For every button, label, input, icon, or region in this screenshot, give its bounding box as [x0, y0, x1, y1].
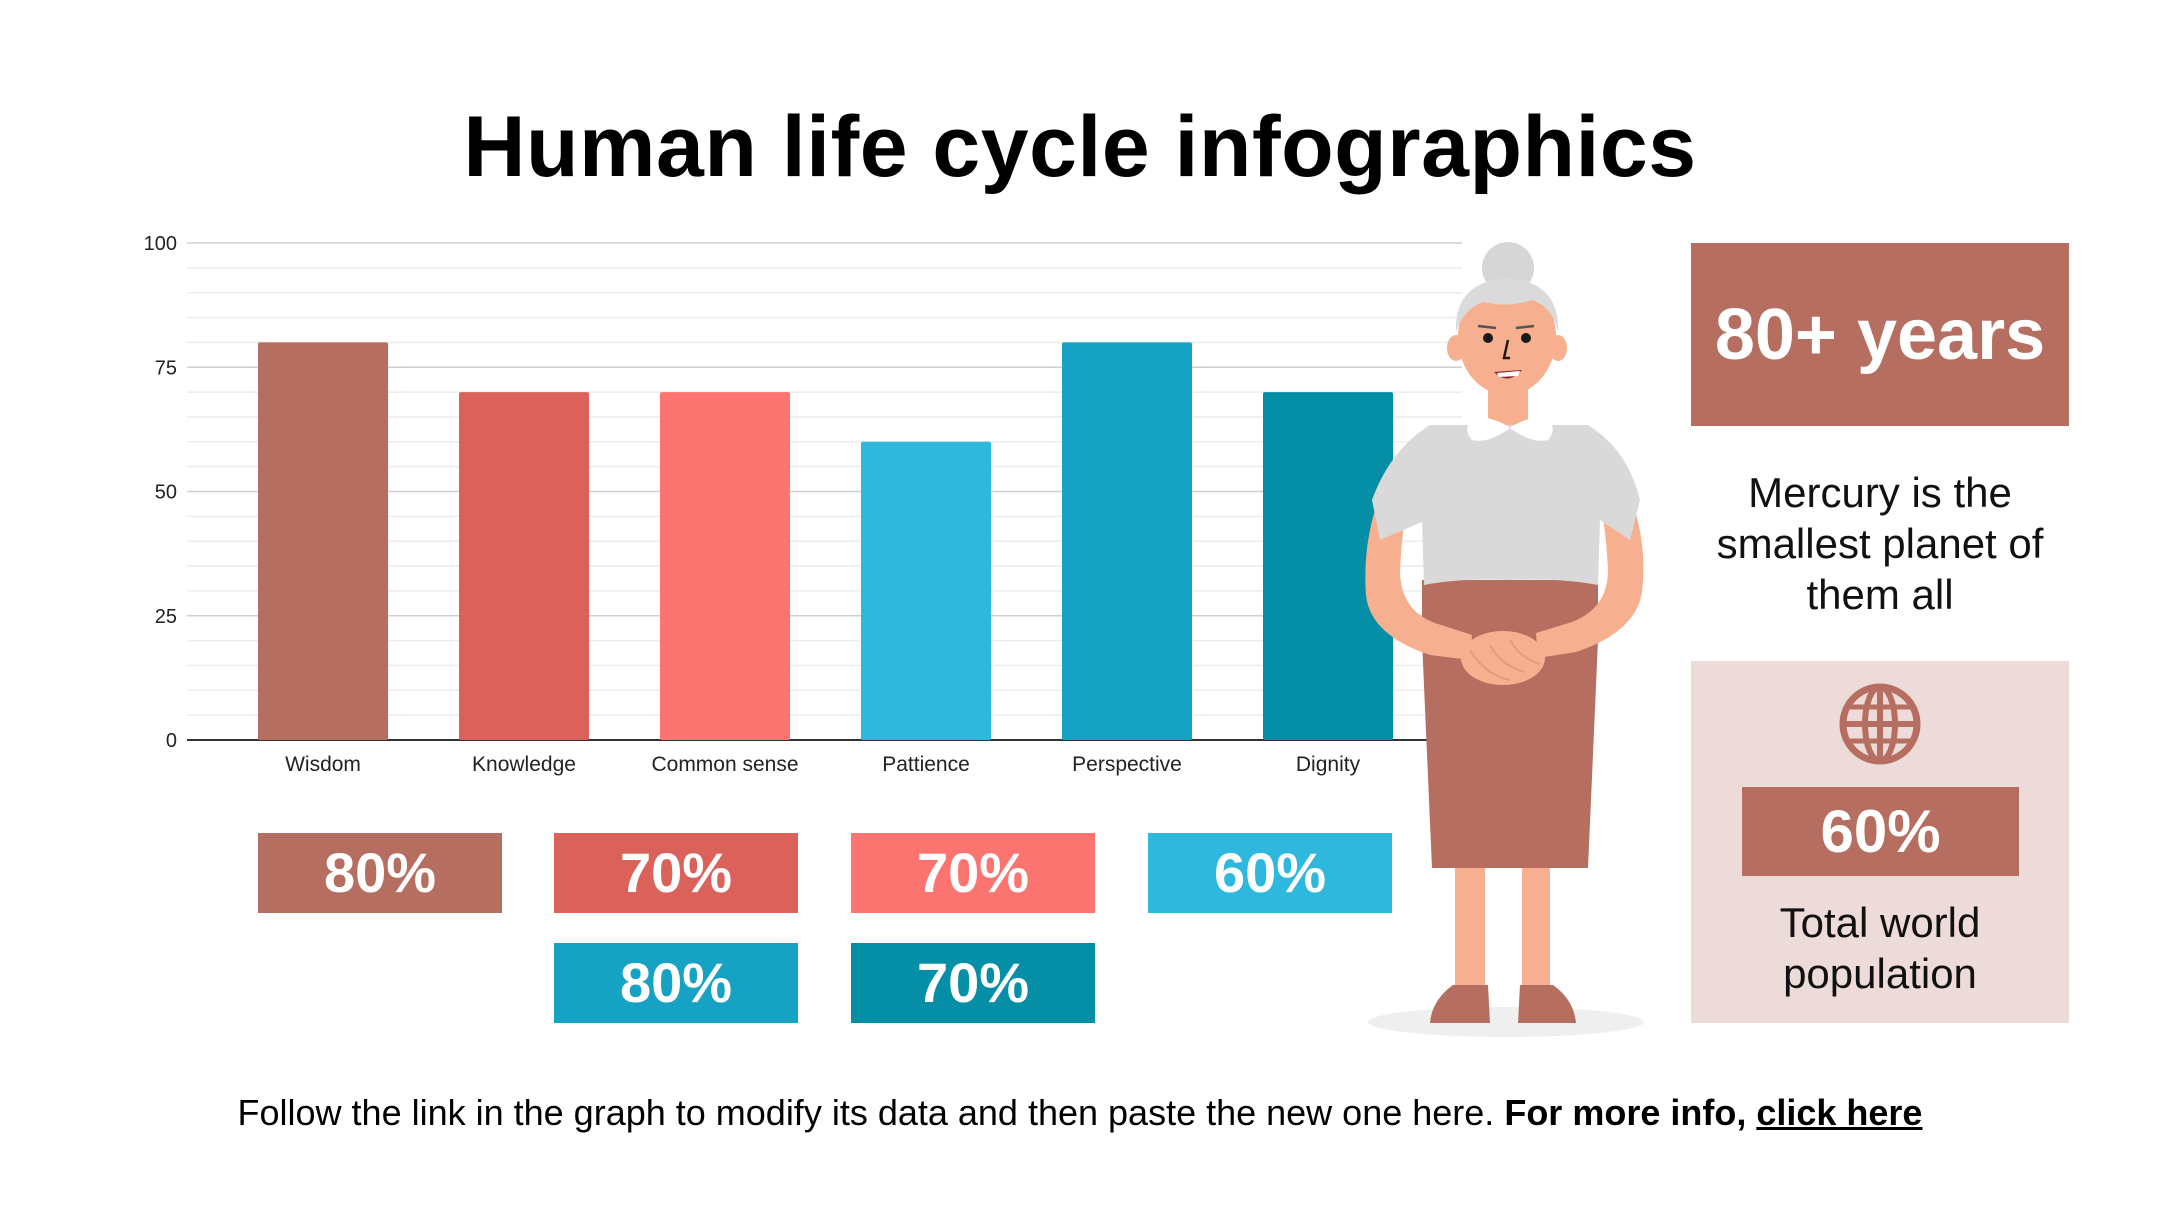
- population-label: Total world population: [1779, 899, 1981, 997]
- x-category-label: Dignity: [1296, 753, 1361, 776]
- footer-text: Follow the link in the graph to modify i…: [237, 1092, 1495, 1133]
- x-category-label: Pattience: [882, 753, 970, 776]
- percent-box-pattience: 60%: [1148, 833, 1392, 913]
- click-here-link[interactable]: click here: [1756, 1092, 1923, 1133]
- y-tick-label: 0: [166, 730, 177, 752]
- page-title: Human life cycle infographics: [463, 99, 1697, 195]
- y-tick-label: 100: [144, 233, 177, 255]
- population-panel: 60% Total world population: [1691, 661, 2069, 1023]
- y-tick-label: 50: [155, 482, 177, 504]
- globe-icon: [1839, 683, 1921, 765]
- y-tick-label: 75: [155, 357, 177, 379]
- y-tick-label: 25: [155, 606, 177, 628]
- x-category-label: Wisdom: [285, 753, 361, 776]
- bar-perspective: [1062, 342, 1192, 740]
- footer-bold: For more info,: [1504, 1092, 1747, 1133]
- percent-box-wisdom: 80%: [258, 833, 502, 913]
- elderly-woman-illustration: [1365, 242, 1644, 1037]
- x-category-label: Common sense: [651, 753, 798, 776]
- bar-pattience: [861, 441, 991, 740]
- percent-box-knowledge: 70%: [554, 833, 798, 913]
- bar-knowledge: [459, 392, 589, 740]
- years-box: 80+ years: [1691, 243, 2069, 426]
- bar-common-sense: [660, 392, 790, 740]
- bar-wisdom: [258, 342, 388, 740]
- mercury-text: Mercury is the smallest planet of them a…: [1716, 469, 2044, 618]
- percent-box-common-sense: 70%: [851, 833, 1095, 913]
- percent-box-perspective: 80%: [554, 943, 798, 1023]
- x-category-label: Perspective: [1072, 753, 1182, 776]
- footer-note: Follow the link in the graph to modify i…: [0, 1090, 2160, 1136]
- population-percent: 60%: [1742, 787, 2019, 876]
- bar-dignity: [1263, 392, 1393, 740]
- x-category-label: Knowledge: [472, 753, 576, 776]
- bar-chart[interactable]: 0 25 50 75 100 Wisdom Knowledge Common sense Pat…: [0, 0, 1480, 800]
- percent-box-dignity: 70%: [851, 943, 1095, 1023]
